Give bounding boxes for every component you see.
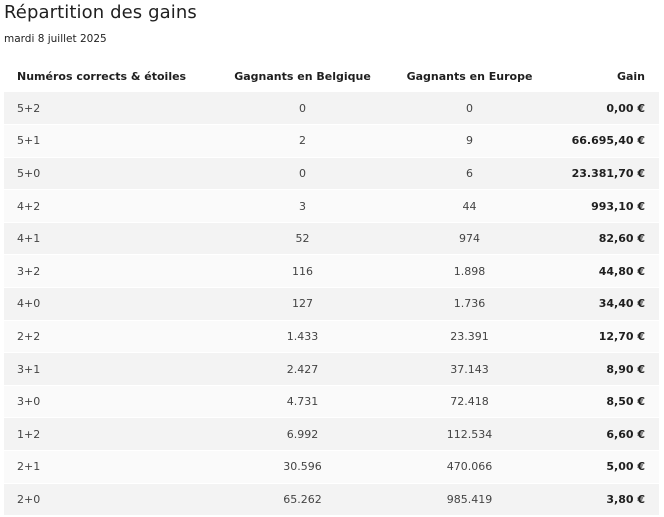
cell-gain: 12,70 € <box>543 320 659 354</box>
cell-belgium: 3 <box>189 189 376 223</box>
cell-europe: 72.418 <box>376 385 543 419</box>
cell-combo: 2+1 <box>4 450 189 484</box>
cell-europe: 0 <box>376 92 543 126</box>
cell-belgium: 0 <box>189 157 376 191</box>
column-header-gain: Gain <box>616 69 645 83</box>
table-row: 5+0 0 6 23.381,70 € <box>4 157 659 191</box>
cell-combo: 4+1 <box>4 222 189 256</box>
cell-gain: 44,80 € <box>543 254 659 289</box>
cell-belgium: 65.262 <box>189 483 376 517</box>
table-header: Numéros corrects & étoiles Gagnants en B… <box>4 60 659 92</box>
cell-europe: 37.143 <box>376 352 543 386</box>
cell-combo: 5+1 <box>4 124 189 158</box>
cell-gain: 82,60 € <box>543 222 659 256</box>
cell-gain: 5,00 € <box>543 450 659 484</box>
cell-belgium: 30.596 <box>189 450 376 484</box>
cell-combo: 1+2 <box>4 417 189 452</box>
column-header-belgium: Gagnants en Belgique <box>234 69 371 83</box>
cell-belgium: 0 <box>189 92 376 126</box>
cell-combo: 3+1 <box>4 352 189 386</box>
cell-combo: 5+0 <box>4 157 189 191</box>
cell-belgium: 2.427 <box>189 352 376 386</box>
cell-gain: 3,80 € <box>543 483 659 517</box>
table-row: 3+0 4.731 72.418 8,50 € <box>4 385 659 419</box>
page-title: Répartition des gains <box>4 2 197 23</box>
table-row: 1+2 6.992 112.534 6,60 € <box>4 417 659 452</box>
cell-gain: 23.381,70 € <box>543 157 659 191</box>
table-row: 4+0 127 1.736 34,40 € <box>4 287 659 321</box>
cell-combo: 5+2 <box>4 92 189 126</box>
header-row: Numéros corrects & étoiles Gagnants en B… <box>4 60 659 92</box>
cell-gain: 6,60 € <box>543 417 659 452</box>
cell-belgium: 1.433 <box>189 320 376 354</box>
cell-combo: 3+2 <box>4 254 189 289</box>
cell-belgium: 127 <box>189 287 376 321</box>
cell-europe: 974 <box>376 222 543 256</box>
table-row: 4+2 3 44 993,10 € <box>4 189 659 223</box>
cell-combo: 2+0 <box>4 483 189 517</box>
cell-gain: 66.695,40 € <box>543 124 659 158</box>
cell-combo: 4+2 <box>4 189 189 223</box>
cell-belgium: 116 <box>189 254 376 289</box>
table-row: 2+0 65.262 985.419 3,80 € <box>4 483 659 517</box>
cell-combo: 3+0 <box>4 385 189 419</box>
cell-europe: 1.898 <box>376 254 543 289</box>
cell-europe: 1.736 <box>376 287 543 321</box>
cell-belgium: 2 <box>189 124 376 158</box>
draw-date: mardi 8 juillet 2025 <box>4 33 107 45</box>
table-row: 3+2 116 1.898 44,80 € <box>4 254 659 289</box>
cell-gain: 8,90 € <box>543 352 659 386</box>
table-body: 5+2 0 0 0,00 € 5+1 2 9 66.695,40 € 5+0 0… <box>4 92 659 517</box>
table-row: 2+2 1.433 23.391 12,70 € <box>4 320 659 354</box>
cell-belgium: 4.731 <box>189 385 376 419</box>
table-row: 4+1 52 974 82,60 € <box>4 222 659 256</box>
table-row: 3+1 2.427 37.143 8,90 € <box>4 352 659 386</box>
table-row: 5+2 0 0 0,00 € <box>4 92 659 126</box>
cell-europe: 9 <box>376 124 543 158</box>
cell-belgium: 52 <box>189 222 376 256</box>
cell-gain: 993,10 € <box>543 189 659 223</box>
prize-table: Numéros corrects & étoiles Gagnants en B… <box>4 60 659 517</box>
cell-europe: 23.391 <box>376 320 543 354</box>
cell-gain: 8,50 € <box>543 385 659 419</box>
table-row: 2+1 30.596 470.066 5,00 € <box>4 450 659 484</box>
cell-europe: 44 <box>376 189 543 223</box>
cell-europe: 112.534 <box>376 417 543 452</box>
cell-europe: 470.066 <box>376 450 543 484</box>
cell-combo: 4+0 <box>4 287 189 321</box>
cell-europe: 6 <box>376 157 543 191</box>
table-row: 5+1 2 9 66.695,40 € <box>4 124 659 158</box>
cell-combo: 2+2 <box>4 320 189 354</box>
column-header-combo: Numéros corrects & étoiles <box>17 69 187 83</box>
cell-gain: 0,00 € <box>543 92 659 126</box>
cell-belgium: 6.992 <box>189 417 376 452</box>
column-header-europe: Gagnants en Europe <box>406 69 533 83</box>
cell-europe: 985.419 <box>376 483 543 517</box>
cell-gain: 34,40 € <box>543 287 659 321</box>
